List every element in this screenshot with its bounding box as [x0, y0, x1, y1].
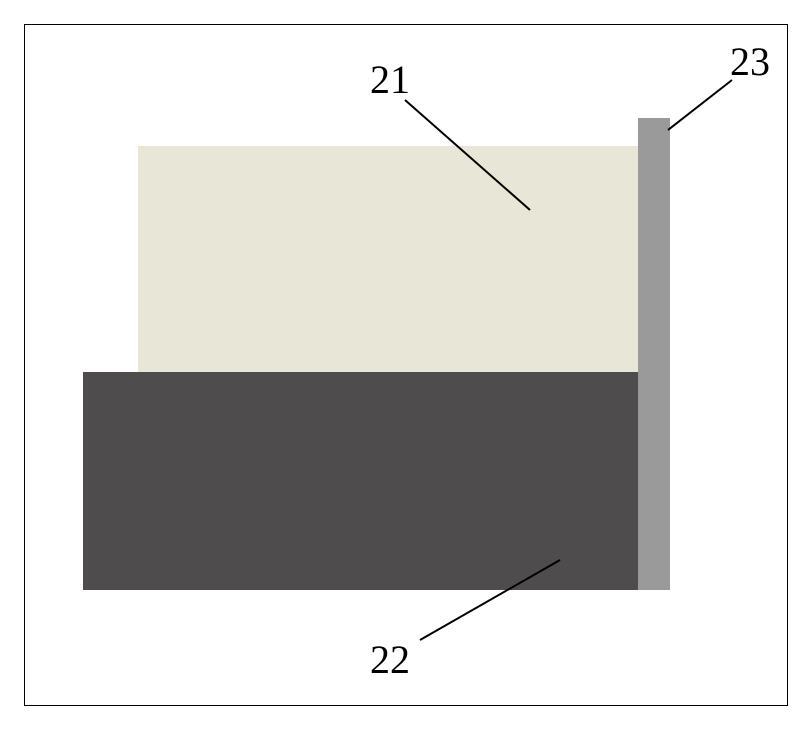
diagram-stage: 21 23 22 — [0, 0, 812, 730]
label-23: 23 — [730, 42, 770, 82]
region-23 — [638, 118, 670, 590]
region-21 — [138, 146, 638, 372]
label-21: 21 — [370, 60, 410, 100]
region-22 — [83, 372, 638, 590]
label-22: 22 — [370, 640, 410, 680]
